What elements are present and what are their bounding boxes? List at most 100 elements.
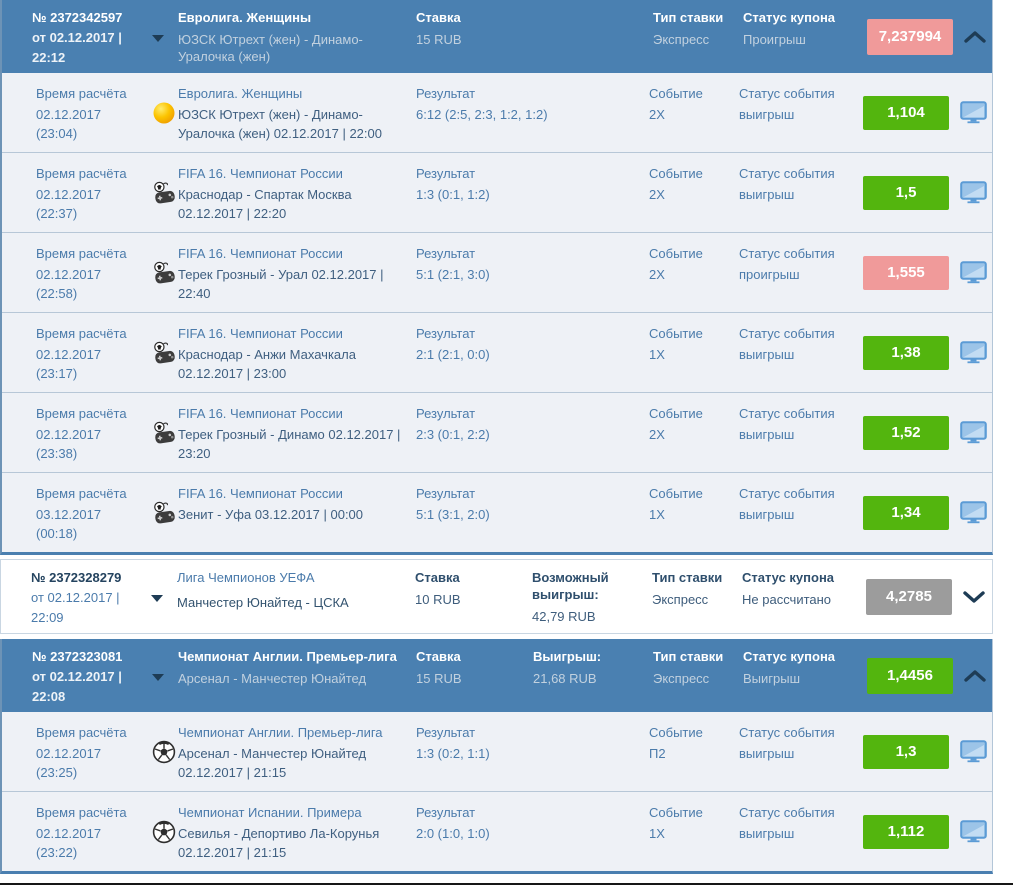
event-label: Событие xyxy=(649,486,703,501)
stake-value: 15 RUB xyxy=(416,671,462,686)
coefficient-badge: 1,555 xyxy=(863,255,949,290)
coupon-status-value: Выигрыш xyxy=(743,671,801,686)
coefficient-badge: 1,5 xyxy=(863,175,949,210)
coefficient-badge: 4,2785 xyxy=(866,578,952,615)
coupon-header[interactable]: № 2372342597 от 02.12.2017 | 22:12 Еврол… xyxy=(2,0,992,73)
settle-time-value: 03.12.2017 (00:18) xyxy=(36,507,102,541)
result-value: 1:3 (0:1, 1:2) xyxy=(416,187,490,202)
video-cell xyxy=(951,73,995,152)
event-label: Событие xyxy=(649,246,703,261)
triangle-down-icon xyxy=(152,35,164,42)
settle-time-label: Время расчёта xyxy=(36,805,127,820)
coupon-card: № 2372342597 от 02.12.2017 | 22:12 Еврол… xyxy=(0,0,993,555)
settle-time-label: Время расчёта xyxy=(36,725,127,740)
settle-time-label: Время расчёта xyxy=(36,246,127,261)
coefficient-badge: 1,104 xyxy=(863,95,949,130)
coefficient-cell: 1,104 xyxy=(863,73,951,152)
coupon-header[interactable]: № 2372323081 от 02.12.2017 | 22:08 Чемпи… xyxy=(2,639,992,712)
chevron-up-icon[interactable] xyxy=(963,30,987,44)
gamepad-icon xyxy=(152,501,176,525)
monitor-icon[interactable] xyxy=(960,101,987,124)
event-status-label: Статус события xyxy=(739,86,835,101)
coupon-time: 22:12 xyxy=(32,50,66,65)
event-type-cell: Событие 2X xyxy=(649,73,739,152)
settle-time-label: Время расчёта xyxy=(36,406,127,421)
result-label: Результат xyxy=(416,166,476,181)
win-cell xyxy=(533,0,653,73)
settle-time-cell: Время расчёта 02.12.2017 (23:04) xyxy=(36,73,150,152)
stake-label: Ставка xyxy=(416,10,461,25)
settle-time-value: 02.12.2017 (23:17) xyxy=(36,347,102,381)
result-value: 2:3 (0:1, 2:2) xyxy=(416,427,490,442)
event-status-label: Статус события xyxy=(739,486,835,501)
event-info-cell: Евролига. Женщины ЮЗСК Ютрехт (жен) - Ди… xyxy=(178,73,416,152)
event-value: 1X xyxy=(649,826,665,841)
coupon-date: от 02.12.2017 | xyxy=(31,590,120,605)
event-status-label: Статус события xyxy=(739,246,835,261)
event-value: 2X xyxy=(649,427,665,442)
settle-time-label: Время расчёта xyxy=(36,166,127,181)
event-label: Событие xyxy=(649,326,703,341)
result-cell: Результат 6:12 (2:5, 2:3, 1:2, 1:2) xyxy=(416,73,649,152)
coupon-status-label: Статус купона xyxy=(742,570,835,585)
event-status-value: выигрыш xyxy=(739,347,795,362)
event-row: Время расчёта 02.12.2017 (23:17) FIFA 16.… xyxy=(2,312,992,392)
match-name: Севилья - Депортиво Ла-Корунья 02.12.201… xyxy=(178,826,380,860)
event-status-label: Статус события xyxy=(739,805,835,820)
coupon-id-cell: № 2372342597 от 02.12.2017 | 22:12 xyxy=(32,0,152,73)
event-status-value: выигрыш xyxy=(739,746,795,761)
event-label: Событие xyxy=(649,805,703,820)
gamepad-icon xyxy=(152,181,176,205)
monitor-icon[interactable] xyxy=(960,181,987,204)
event-row: Время расчёта 02.12.2017 (23:22) Чемпиона… xyxy=(2,791,992,871)
event-value: 2X xyxy=(649,187,665,202)
monitor-icon[interactable] xyxy=(960,740,987,763)
settle-time-label: Время расчёта xyxy=(36,326,127,341)
coupon-header[interactable]: № 2372328279 от 02.12.2017 | 22:09 Лига … xyxy=(1,560,992,633)
event-value: 2X xyxy=(649,107,665,122)
event-status-value: выигрыш xyxy=(739,427,795,442)
result-value: 5:1 (2:1, 3:0) xyxy=(416,267,490,282)
coefficient-badge: 1,38 xyxy=(863,335,949,370)
result-value: 1:3 (0:2, 1:1) xyxy=(416,746,490,761)
league-name: FIFA 16. Чемпионат России xyxy=(178,166,343,181)
event-row: Время расчёта 02.12.2017 (22:58) FIFA 16.… xyxy=(2,232,992,312)
coupon-date: от 02.12.2017 | xyxy=(32,30,122,45)
result-label: Результат xyxy=(416,725,476,740)
monitor-icon[interactable] xyxy=(960,820,987,843)
coupon-time: 22:09 xyxy=(31,610,64,625)
chevron-down-icon[interactable] xyxy=(962,590,986,604)
league-name: FIFA 16. Чемпионат России xyxy=(178,246,343,261)
chevron-up-icon[interactable] xyxy=(963,669,987,683)
stake-label: Ставка xyxy=(416,649,461,664)
monitor-icon[interactable] xyxy=(960,341,987,364)
event-row: Время расчёта 02.12.2017 (23:38) FIFA 16.… xyxy=(2,392,992,472)
gamepad-icon xyxy=(152,421,176,445)
settle-time-value: 02.12.2017 (23:22) xyxy=(36,826,102,860)
bet-type-label: Тип ставки xyxy=(653,649,724,664)
triangle-down-icon xyxy=(151,595,163,602)
league-name: Евролига. Женщины xyxy=(178,10,312,25)
result-value: 2:0 (1:0, 1:0) xyxy=(416,826,490,841)
coefficient-badge: 1,3 xyxy=(863,734,949,769)
monitor-icon[interactable] xyxy=(960,261,987,284)
result-label: Результат xyxy=(416,486,476,501)
event-row: Время расчёта 02.12.2017 (23:25) Чемпиона… xyxy=(2,712,992,791)
settle-time-value: 02.12.2017 (22:37) xyxy=(36,187,102,221)
football-icon xyxy=(152,820,176,844)
coupon-number: № 2372328279 xyxy=(31,570,122,585)
event-status-label: Статус события xyxy=(739,406,835,421)
stake-cell: Ставка 15 RUB xyxy=(416,0,533,73)
bet-type-value: Экспресс xyxy=(652,592,709,607)
match-name: Зенит - Уфа 03.12.2017 | 00:00 xyxy=(178,507,364,522)
monitor-icon[interactable] xyxy=(960,501,987,524)
event-status-value: выигрыш xyxy=(739,826,795,841)
settle-time-value: 02.12.2017 (23:25) xyxy=(36,746,102,780)
event-status-value: проигрыш xyxy=(739,267,800,282)
football-icon xyxy=(152,740,176,764)
coupon-status-cell: Статус купона Проигрыш xyxy=(743,0,867,73)
league-name: FIFA 16. Чемпионат России xyxy=(178,406,343,421)
event-row: Время расчёта 03.12.2017 (00:18) FIFA 16.… xyxy=(2,472,992,552)
monitor-icon[interactable] xyxy=(960,421,987,444)
league-name: Лига Чемпионов УЕФА xyxy=(177,570,315,585)
